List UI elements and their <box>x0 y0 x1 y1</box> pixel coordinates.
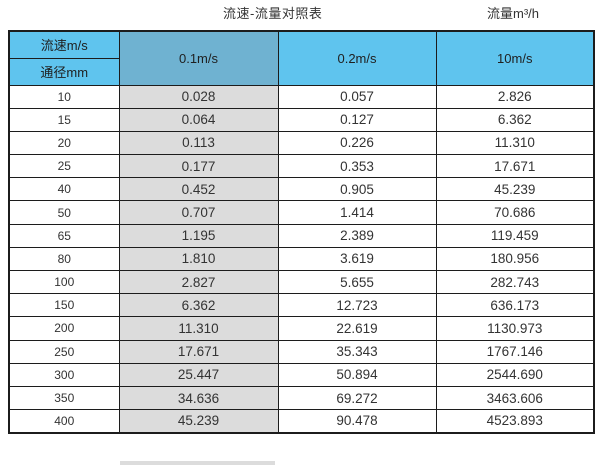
flow-value-cell: 2.826 <box>435 84 595 109</box>
flow-value-cell: 1767.146 <box>435 339 595 364</box>
flow-value-cell: 0.905 <box>277 177 437 202</box>
flow-value-cell: 12.723 <box>277 293 437 318</box>
flow-value-cell: 4523.893 <box>435 409 595 434</box>
flow-value-cell: 0.452 <box>118 177 279 202</box>
flow-value-cell: 0.127 <box>277 107 437 132</box>
diameter-cell: 400 <box>8 409 120 434</box>
diameter-cell: 200 <box>8 316 120 341</box>
diameter-cell: 300 <box>8 362 120 387</box>
flow-value-cell: 35.343 <box>277 339 437 364</box>
flow-value-cell: 180.956 <box>435 246 595 272</box>
corner-cell-diameter: 通径mm <box>8 57 120 86</box>
flow-value-cell: 45.239 <box>118 409 279 434</box>
diameter-cell: 25 <box>8 154 120 179</box>
flow-value-cell: 2.389 <box>277 223 437 248</box>
corner-cell-velocity: 流速m/s <box>8 30 120 59</box>
flow-value-cell: 0.057 <box>277 84 437 109</box>
flow-value-cell: 6.362 <box>118 293 279 318</box>
table-row: 50 0.707 1.414 70.686 <box>8 200 595 225</box>
flow-value-cell: 0.353 <box>277 154 437 179</box>
table-row: 20 0.113 0.226 11.310 <box>8 130 595 156</box>
table-row: 25 0.177 0.353 17.671 <box>8 154 595 179</box>
table-row: 400 45.239 90.478 4523.893 <box>8 409 595 434</box>
flow-value-cell: 25.447 <box>118 362 279 387</box>
table-row: 300 25.447 50.894 2544.690 <box>8 362 595 387</box>
diameter-cell: 80 <box>8 246 120 272</box>
column-header-10ms: 10m/s <box>435 30 595 86</box>
flow-value-cell: 3463.606 <box>435 385 595 411</box>
flow-value-cell: 636.173 <box>435 293 595 318</box>
flow-value-cell: 0.226 <box>277 130 437 156</box>
flow-value-cell: 0.028 <box>118 84 279 109</box>
table-row: 10 0.028 0.057 2.826 <box>8 84 595 109</box>
flow-value-cell: 50.894 <box>277 362 437 387</box>
diameter-cell: 50 <box>8 200 120 225</box>
table-row: 150 6.362 12.723 636.173 <box>8 293 595 318</box>
diameter-cell: 10 <box>8 84 120 109</box>
flow-value-cell: 0.177 <box>118 154 279 179</box>
table-row: 250 17.671 35.343 1767.146 <box>8 339 595 364</box>
flow-value-cell: 11.310 <box>435 130 595 156</box>
flow-value-cell: 1130.973 <box>435 316 595 341</box>
flow-value-cell: 1.414 <box>277 200 437 225</box>
table-row: 350 34.636 69.272 3463.606 <box>8 385 595 411</box>
diameter-cell: 20 <box>8 130 120 156</box>
flow-value-cell: 119.459 <box>435 223 595 248</box>
flow-value-cell: 0.113 <box>118 130 279 156</box>
table-row: 65 1.195 2.389 119.459 <box>8 223 595 248</box>
page-title: 流速-流量对照表 <box>223 6 323 21</box>
table-row: 80 1.810 3.619 180.956 <box>8 246 595 272</box>
table-body: 10 0.028 0.057 2.826 15 0.064 0.127 6.362 20 0.11… <box>8 84 595 434</box>
flow-value-cell: 17.671 <box>118 339 279 364</box>
diameter-cell: 15 <box>8 107 120 132</box>
flow-value-cell: 0.707 <box>118 200 279 225</box>
column-header-0_1ms: 0.1m/s <box>118 30 279 86</box>
diameter-cell: 100 <box>8 269 120 295</box>
table-header: 流速m/s 0.1m/s 0.2m/s 10m/s 通径mm <box>8 30 595 86</box>
table-row: 40 0.452 0.905 45.239 <box>8 177 595 202</box>
diameter-cell: 40 <box>8 177 120 202</box>
table-row: 100 2.827 5.655 282.743 <box>8 269 595 295</box>
flow-rate-table: 流速m/s 0.1m/s 0.2m/s 10m/s 通径mm 10 0.028 0.… <box>8 30 595 434</box>
flow-unit-label: 流量m³/h <box>487 6 540 21</box>
flow-value-cell: 6.362 <box>435 107 595 132</box>
diameter-cell: 350 <box>8 385 120 411</box>
flow-value-cell: 2.827 <box>118 269 279 295</box>
diameter-cell: 65 <box>8 223 120 248</box>
flow-value-cell: 69.272 <box>277 385 437 411</box>
flow-value-cell: 1.810 <box>118 246 279 272</box>
table-row: 200 11.310 22.619 1130.973 <box>8 316 595 341</box>
diameter-cell: 250 <box>8 339 120 364</box>
flow-value-cell: 282.743 <box>435 269 595 295</box>
flow-value-cell: 70.686 <box>435 200 595 225</box>
flow-value-cell: 1.195 <box>118 223 279 248</box>
flow-value-cell: 11.310 <box>118 316 279 341</box>
flow-value-cell: 2544.690 <box>435 362 595 387</box>
flow-value-cell: 45.239 <box>435 177 595 202</box>
flow-value-cell: 3.619 <box>277 246 437 272</box>
column-header-0_2ms: 0.2m/s <box>277 30 437 86</box>
flow-value-cell: 90.478 <box>277 409 437 434</box>
header-row-top: 流速m/s 0.1m/s 0.2m/s 10m/s <box>8 30 595 86</box>
gray-column-footer-strip <box>120 461 275 465</box>
flow-value-cell: 17.671 <box>435 154 595 179</box>
flow-value-cell: 0.064 <box>118 107 279 132</box>
diameter-cell: 150 <box>8 293 120 318</box>
table-row: 15 0.064 0.127 6.362 <box>8 107 595 132</box>
flow-value-cell: 34.636 <box>118 385 279 411</box>
header-row-bottom: 通径mm <box>8 57 594 86</box>
flow-value-cell: 22.619 <box>277 316 437 341</box>
flow-value-cell: 5.655 <box>277 269 437 295</box>
